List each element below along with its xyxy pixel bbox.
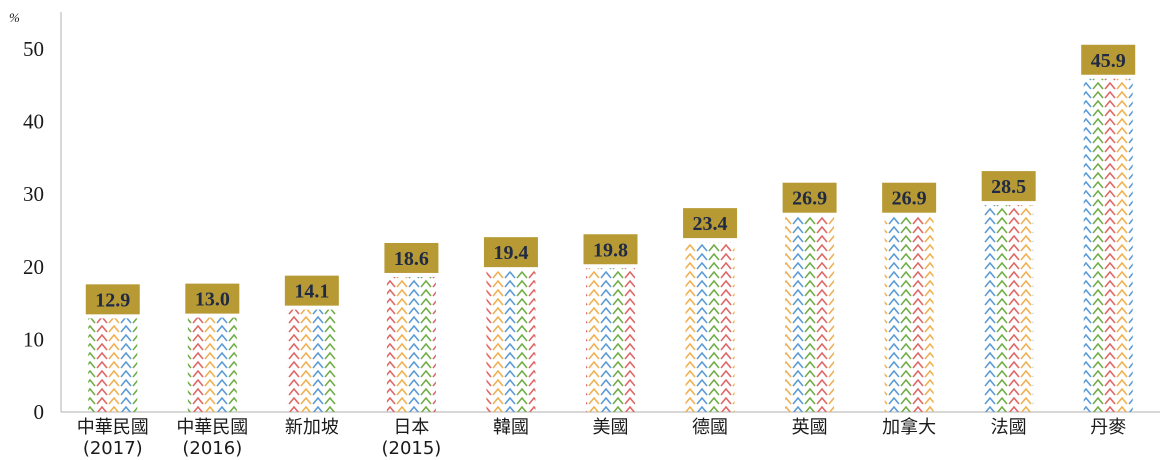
data-label: 26.9	[792, 188, 827, 210]
bar	[287, 309, 337, 412]
bar	[88, 318, 138, 412]
category-label: 新加坡	[285, 417, 339, 438]
category-label: 法國	[991, 417, 1027, 438]
category-label: 加拿大	[882, 416, 936, 438]
y-tick-label: 40	[23, 110, 44, 134]
data-label: 45.9	[1091, 50, 1126, 72]
y-tick-label: 0	[34, 400, 45, 424]
y-unit-label: %	[9, 10, 20, 25]
category-label: 韓國	[493, 417, 529, 438]
data-label: 13.0	[195, 289, 230, 311]
data-label-box	[284, 275, 339, 306]
bar	[884, 216, 934, 412]
data-label-box	[981, 171, 1036, 202]
data-label-box	[583, 234, 638, 265]
data-label: 14.1	[294, 281, 329, 303]
data-label-box	[384, 242, 439, 273]
data-label: 28.5	[991, 176, 1026, 198]
bars-group	[88, 78, 1133, 413]
category-label: 英國	[792, 417, 828, 438]
data-label-box	[782, 182, 837, 213]
data-label: 12.9	[95, 289, 130, 311]
bar	[685, 242, 735, 412]
category-label: (2016)	[182, 438, 242, 459]
data-label: 26.9	[892, 188, 927, 210]
data-labels-group: 12.9 13.0 14.1 18.6 19.4 19.8 23.4 26.9 26.9 28.5…	[85, 44, 1136, 315]
data-label: 23.4	[693, 213, 728, 235]
category-label: 丹麥	[1090, 417, 1126, 438]
data-label-box	[1081, 44, 1136, 75]
category-label: (2015)	[381, 438, 441, 459]
category-label: 中華民國	[176, 417, 248, 438]
data-label: 19.8	[593, 239, 628, 261]
data-label-box	[85, 284, 140, 315]
bar	[984, 205, 1034, 412]
category-label: 中華民國	[77, 417, 149, 438]
data-label-box	[683, 208, 738, 239]
bar	[386, 276, 436, 412]
bar	[586, 268, 635, 412]
data-label: 19.4	[493, 242, 528, 264]
category-label: (2017)	[83, 438, 143, 459]
data-label-box	[483, 237, 538, 268]
category-label: 美國	[593, 417, 629, 438]
bar	[1083, 78, 1133, 413]
bar	[486, 271, 536, 412]
data-label: 18.6	[394, 248, 429, 270]
data-label-box	[185, 283, 240, 314]
y-tick-label: 20	[23, 255, 44, 279]
y-tick-label: 50	[23, 37, 44, 61]
bar	[187, 317, 237, 412]
category-label: 日本	[393, 417, 429, 438]
category-labels-group: 中華民國(2017)中華民國(2016)新加坡 日本(2015)韓國 美國 德國 英國加…	[77, 416, 1126, 459]
y-axis-ticks: 0 10 20 30 40 50	[23, 37, 44, 424]
data-label-box	[882, 182, 937, 213]
y-tick-label: 30	[23, 182, 44, 206]
category-label: 德國	[692, 417, 728, 438]
y-tick-label: 10	[23, 327, 44, 351]
bar	[785, 216, 835, 412]
